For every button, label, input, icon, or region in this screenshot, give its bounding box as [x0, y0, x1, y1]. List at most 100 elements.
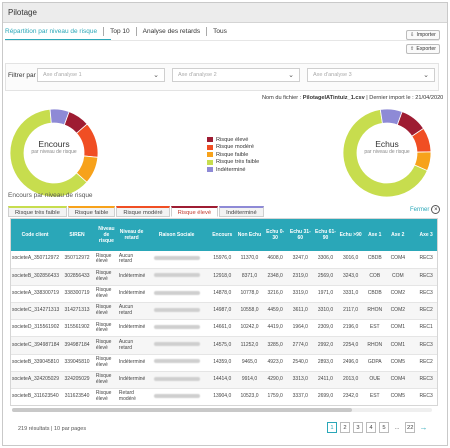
legend-item: Risque élevé — [207, 136, 259, 144]
column-header[interactable]: Echu 61-90 — [315, 229, 336, 241]
export-button[interactable]: ⇧ Exporter — [406, 44, 440, 54]
column-header[interactable]: Niveau de retard — [119, 229, 144, 241]
encours-slice-indéterminé[interactable] — [49, 108, 70, 126]
page-button[interactable]: 2 — [340, 422, 350, 433]
table-cell: 2411,0 — [318, 376, 333, 382]
chevron-down-icon: ⌄ — [153, 72, 159, 79]
page-button[interactable]: 22 — [405, 422, 416, 433]
table-row[interactable]: societeA_350712972 350712972 Risque élevé A… — [11, 251, 437, 269]
tab-analyse-retards[interactable]: Analyse des retards — [137, 27, 208, 36]
table-header-row: Code client SIREN Niveau de risque Niveau d… — [11, 219, 437, 251]
table-cell: COM2 — [390, 307, 406, 314]
table-cell: 10523,0 — [240, 393, 259, 400]
column-header[interactable]: SIREN — [69, 232, 85, 238]
redacted-name — [153, 376, 200, 381]
table-cell: 2117,0 — [343, 307, 359, 314]
table-cell: 394987184 — [64, 341, 90, 348]
risk-tab-4[interactable]: Indéterminé — [219, 206, 264, 217]
table-cell: 339045810 — [64, 358, 90, 365]
axis2-select[interactable]: Axe d'analyse 2 ⌄ — [172, 68, 300, 82]
echus-slice-indéterminé[interactable] — [379, 108, 403, 126]
column-header[interactable]: Encours — [212, 232, 233, 238]
table-cell: 350712972 — [64, 255, 90, 262]
table-cell — [145, 337, 208, 354]
legend-swatch — [207, 137, 213, 143]
table-cell: Risque élevé — [95, 355, 112, 368]
close-button[interactable]: Fermer × — [410, 205, 441, 214]
column-header[interactable]: Echu 0-30 — [266, 229, 285, 241]
encours-slice-risque-très-faible[interactable] — [9, 108, 88, 198]
legend-item: Risque faible — [207, 151, 259, 159]
section-title: Encours par niveau de risque — [8, 192, 93, 199]
table-row[interactable]: societeB_339045810 339045810 Risque élevé I… — [11, 354, 437, 372]
table-row[interactable]: societeB_311623540 311623540 Risque élevé R… — [11, 389, 437, 405]
table-cell: 2196,0 — [342, 324, 359, 331]
encours-chart-label: Encours par niveau de risque — [24, 139, 84, 155]
echus-slice-risque-très-faible[interactable] — [342, 109, 428, 198]
table-cell — [145, 320, 208, 337]
table-cell: 14661,0 — [213, 324, 232, 331]
results-per-page: 10 par pages — [54, 426, 87, 432]
legend-swatch — [207, 167, 213, 173]
import-button[interactable]: ⇩ Importer — [406, 30, 440, 40]
risk-tab-2[interactable]: Risque modéré — [116, 206, 170, 217]
column-header[interactable]: Raison Sociale — [158, 232, 195, 238]
page-button[interactable]: 3 — [353, 422, 363, 433]
import-date-value: 21/04/2020 — [415, 95, 444, 101]
table-cell: 2893,0 — [317, 358, 334, 365]
column-header[interactable]: Axe 3 — [419, 232, 433, 238]
export-label: Exporter — [416, 46, 436, 52]
table-cell: 3319,0 — [292, 290, 308, 297]
column-header[interactable]: Niveau de risque — [98, 226, 115, 244]
column-header[interactable]: Axe 1 — [368, 232, 382, 238]
page-button[interactable]: 1 — [327, 422, 337, 433]
redacted-name — [153, 255, 200, 260]
table-cell — [145, 285, 208, 302]
table-cell: OUE — [369, 376, 381, 382]
table-cell: societeC_314271313 — [12, 307, 60, 314]
table-cell: 3611,0 — [292, 307, 308, 314]
column-header[interactable]: Echu 31-60 — [289, 229, 311, 241]
active-tab-indicator — [5, 39, 111, 40]
table-cell: 14414,0 — [213, 376, 232, 382]
table-row[interactable]: societeC_314271313 314271313 Risque élevé A… — [11, 302, 437, 320]
table-cell: 1759,0 — [267, 393, 283, 400]
tab-tous[interactable]: Tous — [213, 28, 227, 35]
column-header[interactable]: Echu >90 — [339, 232, 362, 238]
table-cell: 3313,0 — [292, 376, 308, 382]
table-row[interactable]: societeB_302856433 302856433 Risque élevé I… — [11, 268, 437, 286]
column-header[interactable]: Code client — [21, 232, 49, 238]
chevron-down-icon: ⌄ — [423, 72, 429, 79]
legend-label: Indéterminé — [216, 166, 246, 173]
table-row[interactable]: societeD_315561902 315561902 Risque élevé I… — [11, 320, 437, 337]
table-cell: 3243,0 — [342, 272, 359, 279]
table-row[interactable]: societeA_324205029 324205029 Risque élevé I… — [11, 371, 437, 389]
table-cell: REC3 — [419, 393, 433, 400]
risk-tab-3[interactable]: Risque élevé — [170, 206, 219, 217]
axis3-select[interactable]: Axe d'analyse 3 ⌄ — [307, 68, 435, 82]
axis1-select[interactable]: Axe d'analyse 1 ⌄ — [37, 68, 165, 82]
horizontal-scrollbar[interactable] — [12, 408, 432, 412]
column-header[interactable]: Axe 2 — [391, 232, 405, 238]
table-cell: 2992,0 — [317, 341, 334, 348]
table-cell: REC3 — [419, 290, 433, 297]
table-cell: Aucun retard — [118, 338, 134, 351]
tab-repartition[interactable]: Répartition par niveau de risque — [5, 27, 105, 36]
echus-chart-title: Echus — [375, 139, 399, 149]
title-bar: Pilotage — [3, 3, 447, 23]
tab-top10[interactable]: Top 10 — [104, 27, 137, 36]
file-name-label: Nom du fichier : — [262, 95, 302, 101]
page-button[interactable]: 4 — [366, 422, 376, 433]
risk-tab-1[interactable]: Risque faible — [67, 206, 116, 217]
page-button[interactable]: 5 — [379, 422, 389, 433]
table-cell: CBDB — [367, 255, 382, 262]
redacted-name — [153, 273, 200, 278]
risk-legend: Risque élevé Risque modéré Risque faible Ri… — [207, 136, 259, 174]
table-cell: societeB_302856433 — [12, 272, 59, 279]
table-row[interactable]: societeC_394987184 394987184 Risque élevé A… — [11, 336, 437, 355]
risk-tab-0[interactable]: Risque très faible — [8, 206, 67, 217]
column-header[interactable]: Non Echu — [237, 232, 262, 238]
scrollbar-thumb[interactable] — [12, 408, 352, 412]
table-row[interactable]: societeA_338300719 338300719 Risque élevé I… — [11, 285, 437, 303]
next-page-icon[interactable]: → — [418, 422, 429, 433]
